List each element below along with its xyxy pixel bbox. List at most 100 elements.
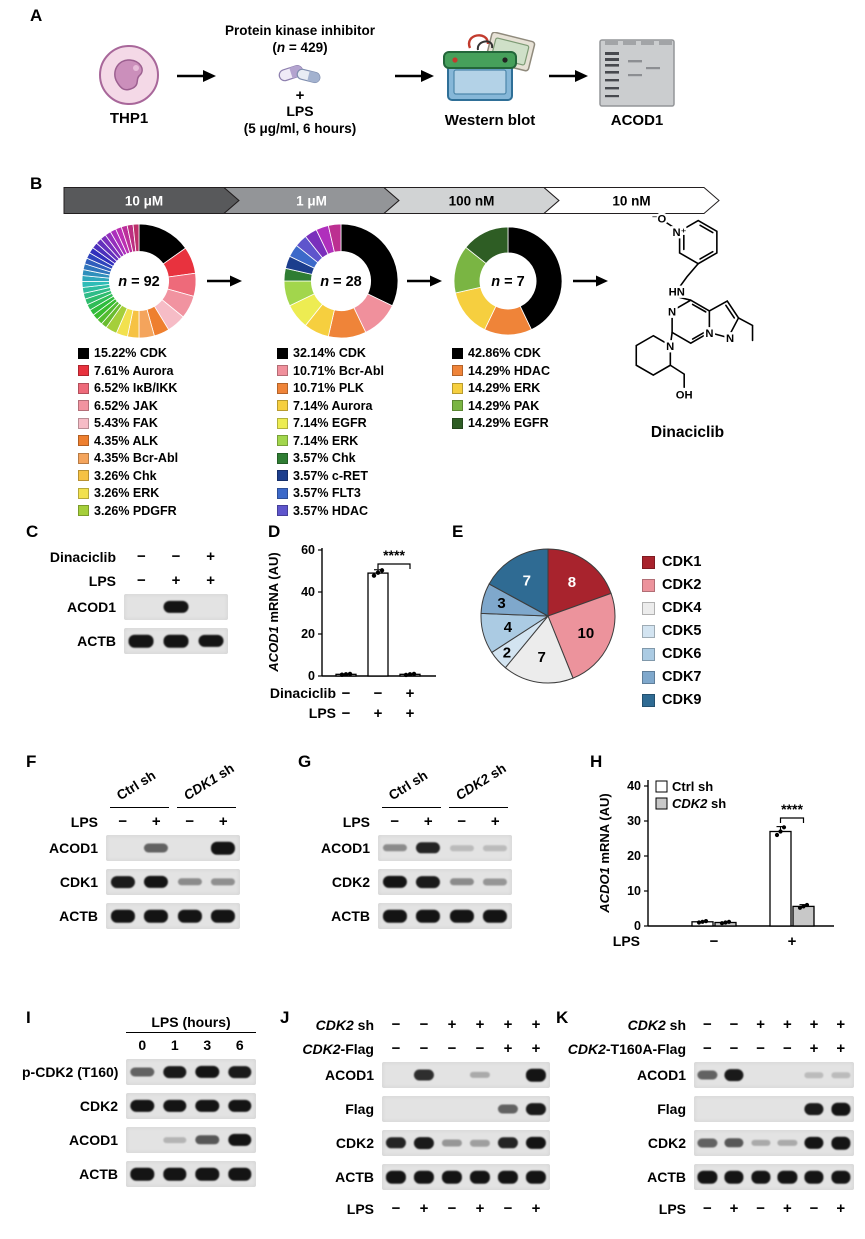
data-point [371, 573, 377, 578]
blot-band [177, 909, 202, 923]
blot-band [144, 909, 169, 923]
lane-group-label: Ctrl sh [114, 768, 158, 803]
chart-text: 2 [503, 645, 511, 662]
tspan-el: 7 [537, 649, 545, 666]
lane-values: − − + + + + [694, 1015, 854, 1035]
inhibitor-count: (n = 429) [210, 39, 390, 56]
tspan-el: = 92 [127, 274, 160, 290]
blot-band [130, 1167, 154, 1181]
path-el [669, 364, 685, 389]
lane-group-line [110, 807, 169, 808]
blot-band [697, 1070, 717, 1080]
circle-el [452, 57, 458, 63]
legend-item: CDK2 [642, 577, 701, 593]
legend-swatch [642, 578, 655, 592]
panel-label-d: D [268, 522, 281, 541]
path-el [671, 299, 711, 345]
chart-text: 30 [627, 814, 641, 828]
panel-label-e: E [452, 522, 464, 541]
blot-band [110, 909, 135, 923]
blot-band [382, 844, 407, 852]
data-point [403, 672, 409, 678]
text-segment: LPS [658, 1201, 686, 1217]
text-segment: Dinaciclib [49, 549, 116, 565]
chart-text: 3 [497, 595, 505, 612]
tspan-el: + [374, 705, 383, 722]
chart-text: LPS [309, 705, 336, 721]
lane-values: − − + + + + [382, 1015, 550, 1035]
text-segment: LPS [346, 1201, 374, 1217]
legend-item: CDK1 [642, 554, 701, 570]
condition-row: CDK2 sh − − + + + + [286, 1014, 550, 1036]
chart-text: **** [383, 547, 405, 563]
tspan-el: 40 [301, 585, 315, 599]
tspan-el: 0 [308, 669, 315, 683]
legend-1uM: 32.14% CDK 10.71% Bcr-Abl 10.71% PLK 7.14% … [277, 346, 384, 521]
lane-values: 0 1 3 6 [126, 1035, 256, 1055]
arrow-right-icon [207, 275, 242, 287]
blot-label: ACOD1 [40, 599, 124, 615]
blot-row: ACOD1 [40, 594, 228, 620]
blot-band [163, 1066, 187, 1078]
legend-swatch [642, 670, 655, 684]
g-el [605, 52, 619, 98]
blot-strip [126, 1093, 256, 1119]
panel-label-f: F [26, 752, 37, 771]
blot-row: ACOD1 [34, 835, 240, 861]
blot-band [228, 1099, 252, 1113]
tspan-el: 20 [301, 627, 315, 641]
tspan-el: − [342, 685, 351, 702]
rect-el [628, 60, 642, 63]
lane-values: − − − − + + [382, 1039, 550, 1059]
tspan-el: 8 [568, 574, 576, 591]
blot-row: CDK2 [286, 1130, 550, 1156]
blot-strip [694, 1096, 854, 1122]
blot-strip [126, 1161, 256, 1187]
donut-segment [507, 226, 563, 331]
blot-strip [382, 1096, 550, 1122]
tspan-el: + [406, 705, 415, 722]
polygon-el [575, 70, 588, 82]
blot-label: ACOD1 [22, 1132, 126, 1148]
tspan-el: 10 nM [612, 193, 650, 208]
data-point [797, 905, 803, 910]
data-point [781, 825, 787, 830]
legend-item: 15.22% CDK [78, 346, 178, 360]
lane-symbol: + [531, 1040, 541, 1057]
western-blot-apparatus-icon [443, 32, 536, 101]
bar [769, 830, 792, 927]
text-segment: ACOD1 [48, 840, 98, 856]
condition-row: LPS − + − + [34, 811, 240, 833]
chart-text: 0 [308, 669, 315, 683]
arrow-right-icon [549, 70, 588, 82]
blot-row: ACTB [286, 1164, 550, 1190]
blot-label: Flag [286, 1101, 382, 1117]
chart-text: + [406, 705, 415, 722]
tspan-el: **** [781, 801, 803, 817]
legend-cdk-pie: CDK1 CDK2 CDK4 CDK5 CDK6 CDK7 CDK9 [642, 554, 701, 715]
legend-swatch [642, 601, 655, 615]
blot-band [416, 876, 441, 888]
lane-symbol: − [185, 813, 195, 830]
lane-symbol: + [531, 1016, 541, 1033]
condition-label: CDK2 sh [286, 1017, 382, 1033]
blot-band [831, 1136, 851, 1150]
data-point [726, 919, 732, 924]
tspan-el: n [320, 274, 329, 290]
blot-band [697, 1170, 717, 1184]
legend-swatch [642, 555, 655, 569]
blot-row: CDK1 [34, 869, 240, 895]
text-segment: ACOD1 [324, 1067, 374, 1083]
donut-chart-10uM: n = 92 [81, 223, 197, 339]
panel-label-j: J [280, 1008, 290, 1027]
legend-swatch [642, 624, 655, 638]
lane-group-label: Ctrl sh [386, 768, 430, 803]
lane-symbol: − [729, 1016, 739, 1033]
time-course-label: LPS (hours) [126, 1014, 256, 1033]
tspan-el: = 28 [329, 274, 362, 290]
text-segment: ( [272, 40, 277, 55]
western-blot-panel-g: Ctrl sh CDK2 sh LPS − + − + ACOD1 CDK2 ACTB [306, 760, 512, 937]
blot-label: ACOD1 [560, 1067, 694, 1083]
lane-symbol: + [756, 1016, 766, 1033]
blot-label: ACTB [34, 908, 106, 924]
